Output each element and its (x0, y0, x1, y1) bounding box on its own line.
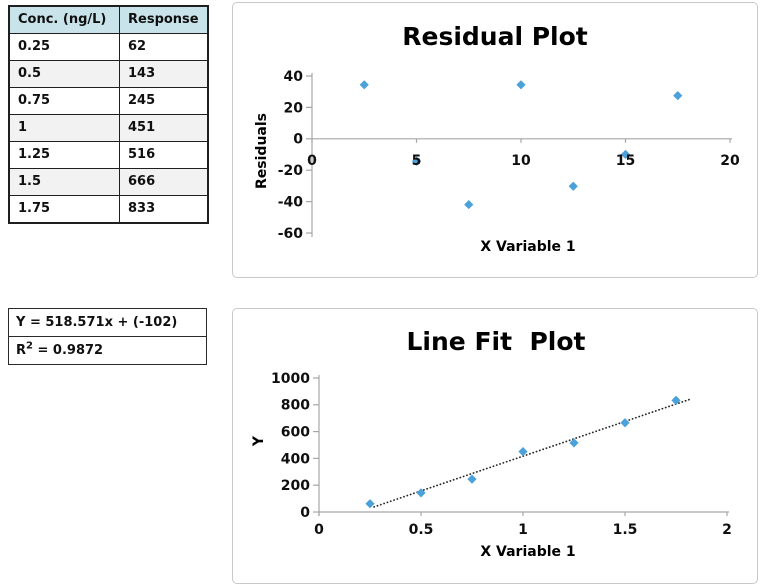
conc-cell: 1.75 (8, 195, 120, 224)
y-tick-label: 0 (300, 505, 310, 521)
y-tick-label: 800 (281, 398, 310, 414)
table-row: 1.25 516 (8, 141, 209, 169)
r-squared-sup: 2 (26, 340, 33, 352)
x-tick-label: 0.5 (409, 522, 434, 538)
x-tick-label: 0 (314, 522, 324, 538)
regression-equation: Y = 518.571x + (-102) (9, 309, 206, 337)
conc-cell: 0.25 (8, 33, 120, 61)
x-tick-label: 1.5 (613, 522, 638, 538)
conc-cell: 1.5 (8, 168, 120, 196)
table-row: 1.5 666 (8, 168, 209, 196)
data-point-marker (464, 199, 474, 210)
x-tick-label: 15 (616, 153, 635, 169)
table-header: Conc. (ng/L) Response (8, 5, 209, 34)
y-tick-label: 400 (281, 451, 310, 467)
data-point-marker (568, 181, 578, 191)
y-tick-label: 40 (284, 69, 304, 85)
data-point-marker (416, 488, 426, 498)
line-fit-plot-svg: 0 200 400 600 800 1000 0 0.5 1 1.5 2 Line Fit Plot X… (251, 327, 732, 560)
data-point-marker (365, 499, 375, 509)
residual-plot-chart: -60 -40 -20 0 20 40 0 5 10 15 20 Residual Plot X Var… (232, 2, 758, 278)
y-axis-title: Residuals (254, 113, 270, 189)
x-tick-label: 0 (307, 153, 317, 169)
y-tick-label: -40 (278, 195, 304, 211)
y-tick-label: 600 (281, 425, 310, 441)
table-header-row: Conc. (ng/L) Response (8, 5, 209, 34)
data-point-marker (467, 474, 477, 484)
conc-column-header: Conc. (ng/L) (8, 5, 120, 34)
conc-cell: 0.5 (8, 60, 120, 88)
data-point-marker (411, 156, 422, 166)
data-point-marker (671, 395, 681, 405)
response-column-header: Response (119, 5, 209, 34)
x-tick-label: 10 (511, 153, 531, 169)
response-cell: 62 (119, 33, 209, 61)
chart-title: Residual Plot (402, 22, 588, 51)
data-point-marker (516, 80, 526, 90)
y-tick-label: 1000 (271, 371, 310, 387)
table-row: 1.75 833 (8, 195, 209, 224)
line-fit-plot-chart: 0 200 400 600 800 1000 0 0.5 1 1.5 2 Line Fit Plot X… (232, 308, 758, 584)
r-squared-rest: = 0.9872 (32, 343, 104, 358)
data-point-marker (620, 418, 630, 428)
y-axis-title: Y (251, 435, 267, 447)
y-tick-label: -60 (278, 226, 304, 242)
table-row: 0.75 245 (8, 87, 209, 115)
y-tick-label: -20 (278, 163, 304, 179)
x-tick-label: 20 (720, 153, 740, 169)
r-squared-base: R (16, 343, 27, 358)
conc-cell: 1 (8, 114, 120, 142)
regression-equation-box: Y = 518.571x + (-102) R2 = 0.9872 (8, 308, 207, 365)
y-tick-label: 200 (281, 478, 310, 494)
chart-title: Line Fit Plot (407, 327, 586, 356)
concentration-response-table: Conc. (ng/L) Response 0.25 62 0.5 143 0.75 24… (8, 5, 209, 224)
response-cell: 516 (119, 141, 209, 169)
response-cell: 833 (119, 195, 209, 224)
x-tick-label: 2 (722, 522, 732, 538)
response-cell: 666 (119, 168, 209, 196)
data-point-marker (359, 80, 369, 90)
data-point-marker (673, 91, 683, 101)
table-row: 0.25 62 (8, 33, 209, 61)
trend-line (373, 398, 692, 508)
x-axis-title: X Variable 1 (480, 239, 575, 255)
response-cell: 143 (119, 60, 209, 88)
x-tick-label: 5 (412, 153, 422, 169)
response-cell: 451 (119, 114, 209, 142)
data-point-marker (569, 438, 579, 448)
y-tick-label: 0 (293, 132, 303, 148)
r-squared-value: R2 = 0.9872 (9, 337, 206, 364)
x-tick-label: 1 (518, 522, 528, 538)
table-row: 1 451 (8, 114, 209, 142)
table-row: 0.5 143 (8, 60, 209, 88)
y-tick-label: 20 (284, 100, 304, 116)
data-point-marker (620, 149, 631, 159)
conc-cell: 1.25 (8, 141, 120, 169)
table-body: 0.25 62 0.5 143 0.75 245 1 451 1.25 516 1.5 666 1.75… (8, 33, 209, 224)
x-axis-title: X Variable 1 (480, 544, 575, 560)
response-cell: 245 (119, 87, 209, 115)
conc-cell: 0.75 (8, 87, 120, 115)
